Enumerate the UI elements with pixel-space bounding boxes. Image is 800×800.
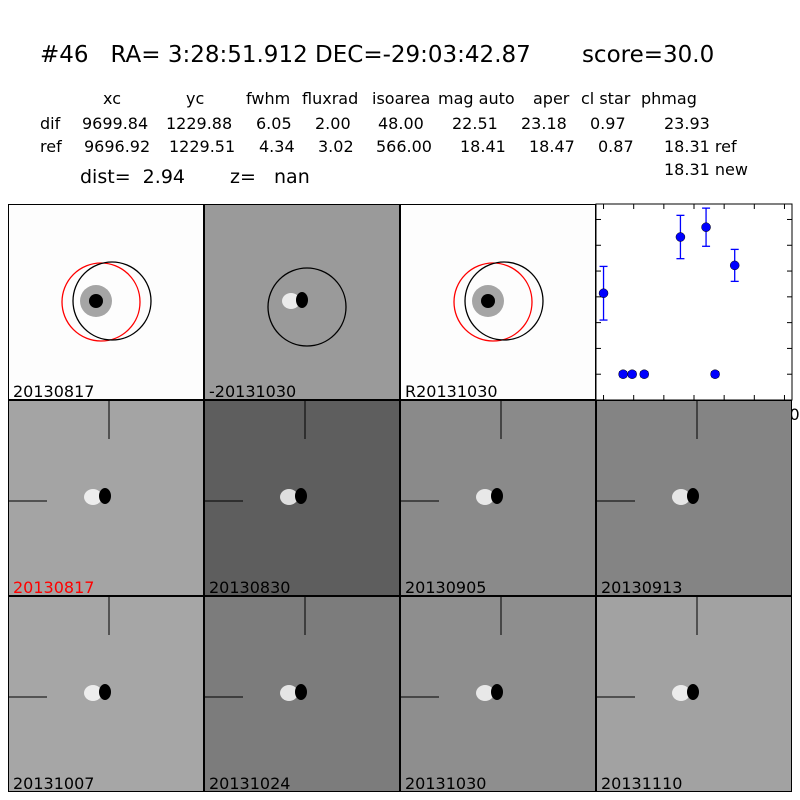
z-value: z= nan [230, 166, 310, 188]
dist-value: dist= 2.94 [80, 166, 185, 188]
column-header: isoarea [372, 89, 431, 108]
image-stamp: 20130913 [596, 400, 792, 596]
dif-value: 2.00 [315, 114, 351, 133]
ref-value: 18.31 ref [664, 137, 737, 156]
data-point [627, 369, 637, 379]
dif-value: 23.18 [521, 114, 567, 133]
column-header: fwhm [246, 89, 291, 108]
column-header: aper [533, 89, 570, 108]
image-stamp: 20131110 [596, 596, 792, 792]
new-phmag: 18.31 new [664, 160, 748, 179]
ref-value: 566.00 [376, 137, 432, 156]
stamp-date-label: 20131007 [13, 774, 95, 792]
column-header: yc [186, 89, 205, 108]
column-header: cl star [581, 89, 631, 108]
ref-value: 3.02 [318, 137, 354, 156]
data-point [701, 222, 711, 232]
column-header: mag auto [438, 89, 515, 108]
image-stamp: 20131007 [8, 596, 204, 792]
image-stamp: 20130817 [8, 204, 204, 400]
data-point [729, 260, 740, 271]
stamp-date-label: 20130905 [405, 578, 487, 596]
stamp-date-label: 20131110 [601, 774, 683, 792]
image-stamp: 20130905 [400, 400, 596, 596]
stamp-date-label: 20130817 [13, 578, 95, 596]
ref-value: 4.34 [259, 137, 295, 156]
image-stamp: 20131024 [204, 596, 400, 792]
dif-value: 6.05 [256, 114, 292, 133]
stamp-date-label: 20130913 [601, 578, 683, 596]
image-stamp: -20131030 [204, 204, 400, 400]
image-stamp: 20131030 [400, 596, 596, 792]
dif-value: 23.93 [664, 114, 710, 133]
detection-circle [72, 261, 152, 341]
dif-value: 1229.88 [166, 114, 233, 133]
dif-value: 48.00 [378, 114, 424, 133]
dif-value: 9699.84 [82, 114, 149, 133]
ref-value: 18.41 [460, 137, 506, 156]
column-header: phmag [641, 89, 697, 108]
data-point [598, 288, 609, 298]
detection-circle [267, 267, 347, 347]
column-header: xc [103, 89, 121, 108]
stamp-date-label: R20131030 [405, 382, 498, 400]
ref-value: 1229.51 [169, 137, 236, 156]
image-stamp: R20131030 [400, 204, 596, 400]
dif-value: 0.97 [590, 114, 626, 133]
data-point [710, 369, 720, 379]
detection-circle [464, 261, 544, 341]
stamp-date-label: 20131024 [209, 774, 291, 792]
image-stamp: 20130830 [204, 400, 400, 596]
data-point [639, 369, 649, 379]
ref-value: 9696.92 [84, 137, 151, 156]
data-point [675, 232, 686, 242]
dif-value: 22.51 [452, 114, 498, 133]
image-stamp: 20130817 [8, 400, 204, 596]
stamp-date-label: 20130817 [13, 382, 95, 400]
ref-value: 0.87 [598, 137, 634, 156]
stamp-date-label: 20131030 [405, 774, 487, 792]
stamp-date-label: -20131030 [209, 382, 297, 400]
candidate-title: #46 RA= 3:28:51.912 DEC=-29:03:42.87 sco… [40, 42, 715, 68]
dif-label: dif [40, 114, 61, 133]
ref-label: ref [40, 137, 62, 156]
stamp-date-label: 20130830 [209, 578, 291, 596]
column-header: fluxrad [302, 89, 359, 108]
data-point [618, 369, 628, 379]
ref-value: 18.47 [529, 137, 575, 156]
